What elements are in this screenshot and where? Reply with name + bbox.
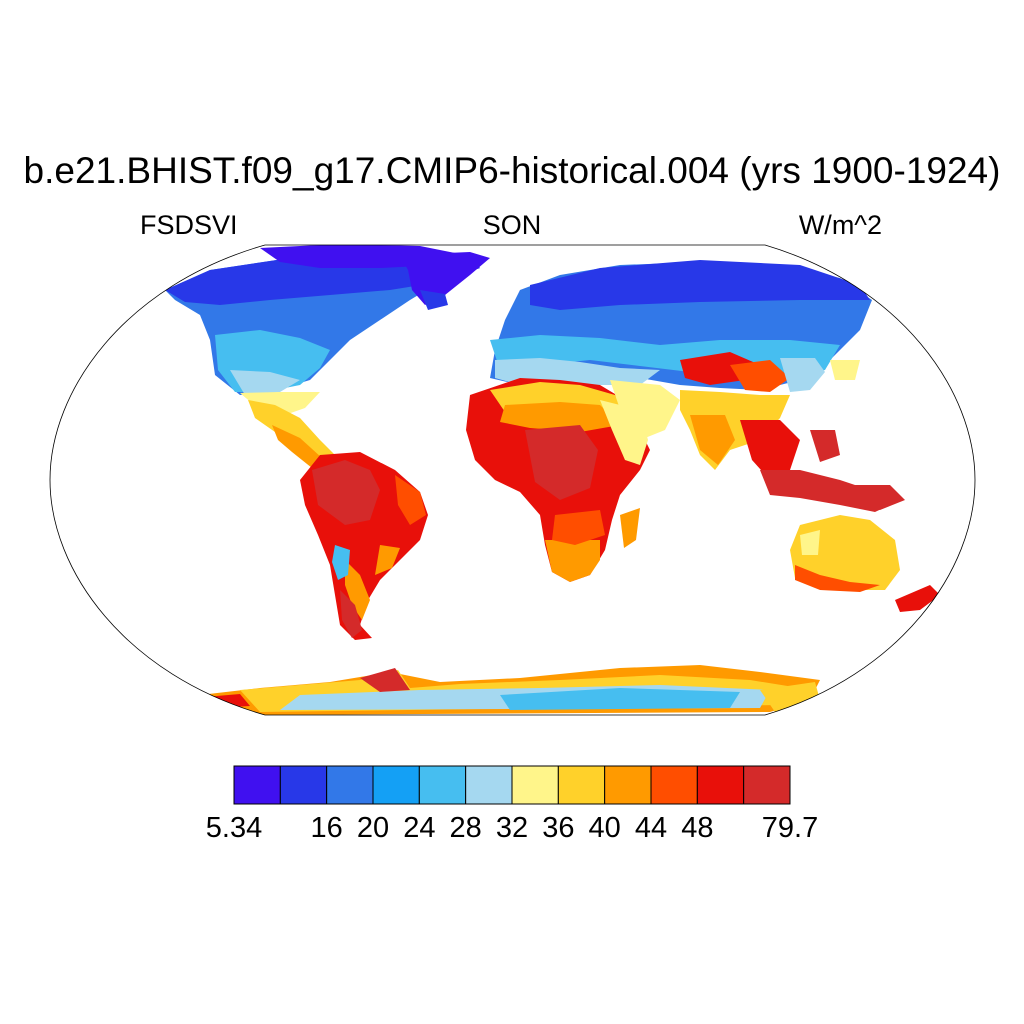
colorbar	[233, 765, 791, 805]
map-land-layer	[165, 245, 940, 715]
colorbar-swatch	[696, 765, 745, 805]
eurasia	[490, 260, 872, 392]
antarctica	[200, 665, 820, 715]
colorbar-swatch	[418, 765, 467, 805]
map-boundary	[49, 244, 976, 716]
north-america	[165, 245, 490, 468]
map-title: b.e21.BHIST.f09_g17.CMIP6-historical.004…	[23, 150, 1001, 191]
colorbar-tick-label: 44	[634, 812, 668, 844]
colorbar-tick-label: 79.7	[761, 812, 819, 844]
colorbar-swatch	[743, 765, 791, 805]
colorbar-swatch	[650, 765, 698, 805]
season-label: SON	[482, 210, 542, 240]
colorbar-tick-label: 32	[495, 812, 529, 844]
south-america	[300, 452, 428, 640]
colorbar-swatch	[465, 765, 513, 805]
units-label: W/m^2	[798, 210, 882, 240]
colorbar-swatch	[326, 765, 374, 805]
colorbar-swatch	[233, 765, 281, 805]
colorbar-tick-label: 28	[449, 812, 482, 844]
colorbar-swatch	[372, 765, 420, 805]
australia	[790, 515, 940, 612]
colorbar-swatch	[557, 765, 606, 805]
colorbar-swatch	[279, 765, 328, 805]
colorbar-swatch	[511, 765, 559, 805]
variable-label: FSDSVI	[140, 210, 238, 240]
colorbar-swatch	[604, 765, 652, 805]
colorbar-tick-label: 5.34	[205, 812, 263, 844]
colorbar-tick-label: 20	[356, 812, 390, 844]
colorbar-tick-label: 24	[403, 812, 436, 844]
south-asia	[610, 380, 905, 512]
colorbar-tick-label: 48	[681, 812, 714, 844]
colorbar-tick-label: 16	[310, 812, 343, 844]
colorbar-tick-label: 40	[588, 812, 621, 844]
colorbar-tick-label: 36	[542, 812, 575, 844]
africa	[466, 378, 650, 582]
